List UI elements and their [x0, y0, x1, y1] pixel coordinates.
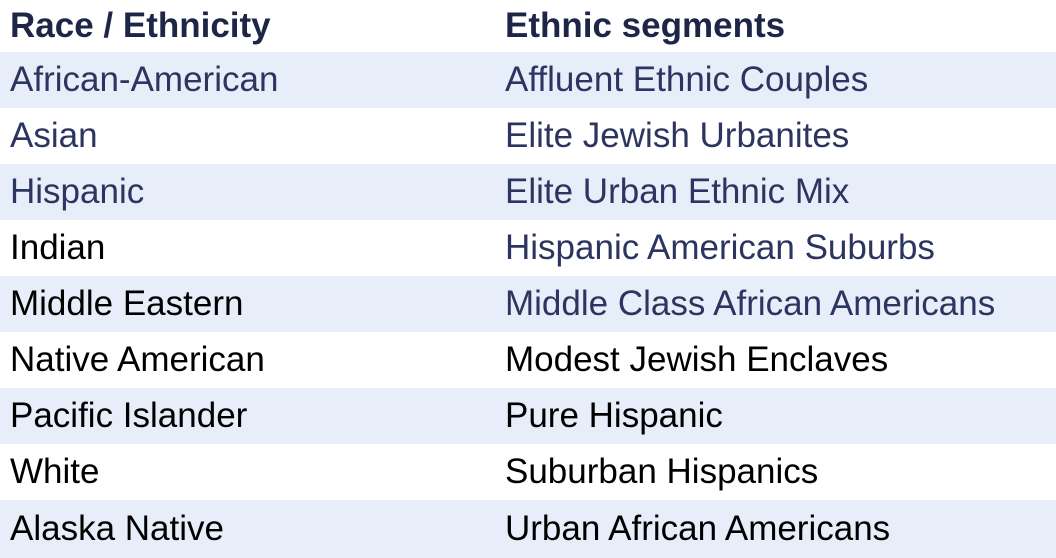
cell: Pure Hispanic [495, 388, 1056, 444]
cell: Asian [10, 116, 98, 155]
row: White Suburban Hispanics [0, 444, 1056, 500]
cell: White [10, 452, 100, 491]
cell: Pacific Islander [0, 388, 495, 444]
cell: Middle Eastern [0, 276, 495, 332]
row: Alaska Native Urban African Americans [0, 500, 1056, 558]
row: Native American Modest Jewish Enclaves [0, 332, 1056, 388]
header-cell: Race / Ethnicity [10, 6, 271, 45]
row: African-American Affluent Ethnic Couples [0, 52, 1056, 108]
row: Middle Eastern Middle Class African Ameri… [0, 276, 1056, 332]
cell: Modest Jewish Enclaves [505, 340, 889, 379]
cell: Hispanic American Suburbs [505, 228, 935, 267]
cell: Affluent Ethnic Couples [495, 52, 1056, 108]
row: Asian Elite Jewish Urbanites [0, 108, 1056, 164]
header-row: Race / Ethnicity Ethnic segments [0, 0, 1056, 52]
cell: Hispanic [0, 164, 495, 220]
row: Hispanic Elite Urban Ethnic Mix [0, 164, 1056, 220]
cell: Middle Class African Americans [495, 276, 1056, 332]
header-cell: Ethnic segments [505, 6, 786, 45]
row: Indian Hispanic American Suburbs [0, 220, 1056, 276]
cell: Urban African Americans [495, 500, 1056, 558]
cell: Indian [10, 228, 106, 267]
cell: Elite Jewish Urbanites [505, 116, 850, 155]
cell: Suburban Hispanics [505, 452, 819, 491]
cell: African-American [0, 52, 495, 108]
row: Pacific Islander Pure Hispanic [0, 388, 1056, 444]
cell: Native American [10, 340, 265, 379]
cell: Elite Urban Ethnic Mix [495, 164, 1056, 220]
cell: Alaska Native [0, 500, 495, 558]
